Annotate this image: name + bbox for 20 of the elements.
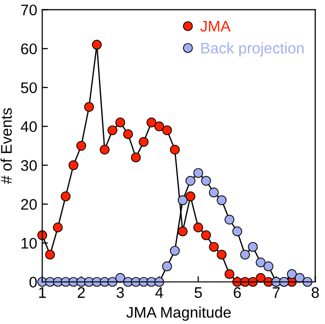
x-tick-label: 1 <box>39 287 46 298</box>
x-tick-label: 6 <box>234 287 241 298</box>
legend-label: JMA <box>200 20 231 32</box>
x-tick-label: 5 <box>194 287 202 298</box>
y-tick-label: 30 <box>20 160 37 171</box>
legend-label: Back projection <box>201 42 304 57</box>
x-tick-label: 2 <box>78 287 85 298</box>
y-tick-label: 20 <box>21 198 37 210</box>
x-tick-label: 7 <box>272 287 280 298</box>
y-tick-label: 70 <box>21 4 37 16</box>
y-axis-title: # of Events <box>0 108 12 184</box>
y-tick-label: 10 <box>22 238 37 249</box>
x-tick-label: 3 <box>116 287 124 298</box>
y-tick-label: 60 <box>21 43 37 54</box>
y-tick-label: 40 <box>20 121 37 132</box>
x-tick-label: 4 <box>155 287 164 298</box>
x-tick-label: 8 <box>312 287 319 298</box>
x-axis-title: JMA Magnitude <box>126 306 231 321</box>
y-tick-label: 0 <box>29 276 37 288</box>
y-tick-label: 50 <box>21 82 37 94</box>
